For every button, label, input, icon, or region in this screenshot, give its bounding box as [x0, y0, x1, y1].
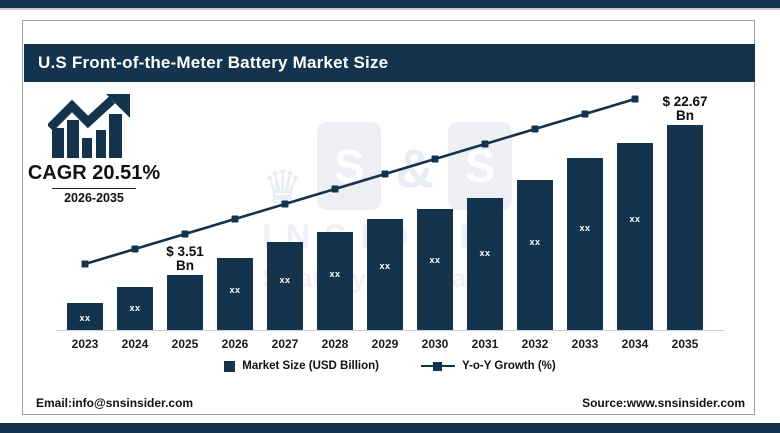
x-axis-label-2025: 2025	[171, 337, 199, 351]
x-axis-label-2024: 2024	[121, 337, 149, 351]
bar-inner-label: xx	[279, 275, 291, 286]
title-bar: U.S Front-of-the-Meter Battery Market Si…	[24, 44, 755, 82]
x-axis-label-2030: 2030	[421, 337, 449, 351]
cagr-divider	[52, 188, 136, 189]
cagr-period: 2026-2035	[64, 191, 124, 205]
cagr-value: CAGR 20.51%	[27, 162, 161, 184]
x-axis-label-2027: 2027	[271, 337, 299, 351]
bar-inner-label: xx	[329, 269, 341, 280]
crown-icon: ♛	[262, 161, 304, 213]
bar-inner-label: xx	[629, 214, 641, 225]
market-size-bar-2029: xx	[367, 219, 403, 330]
bottom-accent-bar	[0, 423, 780, 433]
top-accent-bar	[0, 0, 780, 10]
bar-inner-label: xx	[379, 261, 391, 272]
watermark-ampersand: &	[395, 139, 435, 199]
bar-inner-label: xx	[579, 223, 591, 234]
bar-inner-label: xx	[529, 237, 541, 247]
bar-inner-label: xx	[479, 248, 491, 259]
growth-chart-icon	[48, 94, 130, 158]
legend-square-swatch	[224, 360, 236, 372]
bar-inner-label: xx	[429, 254, 441, 265]
legend-line-swatch	[421, 361, 456, 372]
x-axis-label-2032: 2032	[521, 337, 549, 351]
market-size-bar-2027: xx	[267, 242, 303, 330]
x-axis-label-2028: 2028	[321, 337, 349, 351]
bar-value-callout-2035: $ 22.67 Bn	[662, 94, 708, 123]
x-axis-line	[56, 330, 724, 331]
market-size-bar-2032: xx	[517, 180, 553, 330]
footer-email: Email:info@snsinsider.com	[36, 396, 194, 410]
market-size-bar-2034: xx	[617, 143, 653, 330]
legend-item-yoy-growth: Y-o-Y Growth (%)	[421, 360, 556, 372]
x-axis-label-2023: 2023	[71, 337, 99, 351]
market-size-bar-2023: xx	[67, 303, 103, 330]
cagr-block: CAGR 20.51% 2026-2035	[24, 94, 164, 205]
market-size-bar-2026: xx	[217, 258, 253, 330]
x-axis-label-2033: 2033	[571, 337, 599, 351]
x-axis-label-2026: 2026	[221, 337, 249, 351]
bar-inner-label: xx	[229, 285, 241, 296]
bar-inner-label: xx	[129, 303, 141, 314]
chart-legend: Market Size (USD Billion) Y-o-Y Growth (%…	[40, 360, 740, 372]
bar-inner-label: xx	[79, 313, 91, 324]
x-axis-label-2034: 2034	[621, 337, 649, 351]
market-size-bar-2024: xx	[117, 287, 153, 330]
market-size-bar-2031: xx	[467, 198, 503, 330]
watermark-tile-s1: S	[317, 122, 382, 210]
footer-source: Source:www.snsinsider.com	[582, 396, 745, 410]
watermark-tile-s2: S	[448, 122, 513, 210]
legend-label: Y-o-Y Growth (%)	[462, 360, 556, 372]
market-size-bar-2035	[667, 125, 703, 330]
legend-item-market-size: Market Size (USD Billion)	[224, 360, 379, 372]
market-size-bar-2028: xx	[317, 232, 353, 330]
x-axis-label-2035: 2035	[671, 337, 699, 351]
legend-label: Market Size (USD Billion)	[242, 360, 380, 372]
x-axis-label-2031: 2031	[471, 337, 499, 351]
bar-value-callout-2025: $ 3.51 Bn	[166, 244, 204, 273]
market-size-bar-2025	[167, 275, 203, 330]
market-size-bar-2033: xx	[567, 158, 603, 330]
market-size-bar-2030: xx	[417, 209, 453, 330]
x-axis-label-2029: 2029	[371, 337, 399, 351]
page-title: U.S Front-of-the-Meter Battery Market Si…	[38, 53, 389, 72]
